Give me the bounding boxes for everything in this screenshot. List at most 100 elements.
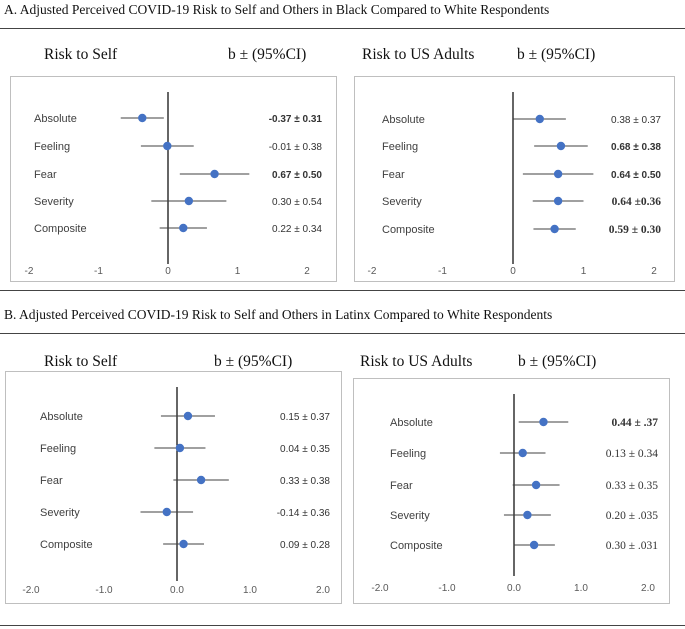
category-label: Absolute <box>34 113 77 125</box>
value-label: 0.04 ± 0.35 <box>280 444 330 455</box>
value-label: 0.44 ± .37 <box>611 417 658 429</box>
value-label: 0.30 ± .031 <box>606 540 659 552</box>
value-label: 0.09 ± 0.28 <box>280 540 330 551</box>
estimate-point <box>179 539 188 549</box>
value-label: 0.13 ± 0.34 <box>606 448 659 460</box>
x-tick-label: -1.0 <box>438 583 456 594</box>
value-label: 0.30 ± 0.54 <box>272 197 322 208</box>
panel-b-self-title: Risk to Self <box>44 353 118 370</box>
x-tick-label: 1 <box>235 266 241 277</box>
estimate-point <box>196 475 206 485</box>
category-label: Absolute <box>382 114 425 126</box>
x-tick-label: 1.0 <box>574 583 588 594</box>
category-label: Feeling <box>40 443 76 455</box>
panel-b-self-header: b ± (95%CI) <box>214 353 293 370</box>
estimate-point <box>184 196 194 206</box>
chart-b-us: -2.0 -1.0 0.0 1.0 2.0 Absolute 0.44 ± .37 Feeli… <box>353 378 670 604</box>
section-a-title: A. Adjusted Perceived COVID-19 Risk to S… <box>4 2 550 17</box>
chart-a-self: -2 -1 0 1 2 Absolute -0.37 ± 0.31 Feeling -0.01 … <box>10 76 337 282</box>
category-label: Fear <box>382 169 405 181</box>
estimate-point <box>535 114 544 124</box>
estimate-point <box>210 169 219 179</box>
category-label: Fear <box>390 480 413 492</box>
section-b-bottom-rule <box>0 625 685 626</box>
estimate-point <box>531 480 541 490</box>
value-label: -0.37 ± 0.31 <box>269 114 323 125</box>
estimate-point <box>550 224 559 234</box>
category-label: Feeling <box>34 141 70 153</box>
panel-a-us-title: Risk to US Adults <box>362 46 475 63</box>
value-label: 0.15 ± 0.37 <box>280 412 330 423</box>
plot-frame <box>354 76 675 282</box>
category-label: Composite <box>382 224 435 236</box>
category-label: Fear <box>40 475 63 487</box>
x-tick-label: 0 <box>165 266 171 277</box>
value-label: 0.67 ± 0.50 <box>272 170 322 181</box>
estimate-point <box>183 411 193 421</box>
x-tick-label: -2 <box>25 266 34 277</box>
x-tick-label: 2.0 <box>316 585 330 596</box>
category-label: Feeling <box>382 141 418 153</box>
category-label: Severity <box>382 196 422 208</box>
estimate-point <box>556 141 566 151</box>
category-label: Absolute <box>40 411 83 423</box>
value-label: -0.01 ± 0.38 <box>269 142 323 153</box>
section-a-bottom-rule <box>0 290 685 291</box>
category-label: Composite <box>40 539 93 551</box>
estimate-point <box>539 417 548 427</box>
x-tick-label: 1 <box>581 266 587 277</box>
section-b-title: B. Adjusted Perceived COVID-19 Risk to S… <box>4 307 553 322</box>
plot-frame <box>5 371 342 604</box>
x-tick-label: 0.0 <box>170 585 184 596</box>
estimate-point <box>553 169 563 179</box>
chart-a-us: -2 -1 0 1 2 Absolute 0.38 ± 0.37 Feeling 0.68 ± … <box>354 76 675 282</box>
x-tick-label: 2 <box>304 266 310 277</box>
value-label: 0.64 ± 0.50 <box>611 170 661 181</box>
plot-frame <box>10 76 337 282</box>
section-b-top-rule <box>0 333 685 334</box>
estimate-point <box>138 113 147 123</box>
x-tick-label: -2 <box>368 266 377 277</box>
x-tick-label: 0 <box>510 266 516 277</box>
panel-b-us-title: Risk to US Adults <box>360 353 473 370</box>
value-label: 0.64 ±0.36 <box>612 196 662 208</box>
estimate-point <box>553 196 563 206</box>
category-label: Absolute <box>390 417 433 429</box>
value-label: 0.33 ± 0.38 <box>280 476 330 487</box>
value-label: 0.68 ± 0.38 <box>611 142 661 153</box>
x-tick-label: -1 <box>94 266 103 277</box>
estimate-point <box>518 448 527 458</box>
category-label: Composite <box>390 540 443 552</box>
panel-a-self-title: Risk to Self <box>44 46 118 63</box>
category-label: Severity <box>390 510 430 522</box>
x-tick-label: -1 <box>438 266 447 277</box>
value-label: -0.14 ± 0.36 <box>277 508 331 519</box>
panel-a-us-header: b ± (95%CI) <box>517 46 596 63</box>
value-label: 0.22 ± 0.34 <box>272 224 322 235</box>
estimate-point <box>163 141 172 151</box>
estimate-point <box>523 510 532 520</box>
estimate-point <box>175 443 185 453</box>
x-tick-label: -2.0 <box>22 585 40 596</box>
x-tick-label: 1.0 <box>243 585 257 596</box>
x-tick-label: -2.0 <box>371 583 389 594</box>
value-label: 0.33 ± 0.35 <box>606 480 659 492</box>
plot-frame <box>353 378 670 604</box>
x-tick-label: -1.0 <box>95 585 113 596</box>
category-label: Composite <box>34 223 87 235</box>
chart-b-self: -2.0 -1.0 0.0 1.0 2.0 Absolute 0.15 ± 0.37 Feel… <box>5 371 342 604</box>
category-label: Severity <box>34 196 74 208</box>
category-label: Fear <box>34 169 57 181</box>
category-label: Feeling <box>390 448 426 460</box>
value-label: 0.20 ± .035 <box>606 510 659 522</box>
x-tick-label: 2 <box>651 266 657 277</box>
x-tick-label: 0.0 <box>507 583 521 594</box>
section-a-top-rule <box>0 28 685 29</box>
value-label: 0.38 ± 0.37 <box>611 115 661 126</box>
estimate-point <box>179 223 188 233</box>
panel-a-self-header: b ± (95%CI) <box>228 46 307 63</box>
x-tick-label: 2.0 <box>641 583 655 594</box>
category-label: Severity <box>40 507 80 519</box>
estimate-point <box>529 540 539 550</box>
estimate-point <box>162 507 171 517</box>
